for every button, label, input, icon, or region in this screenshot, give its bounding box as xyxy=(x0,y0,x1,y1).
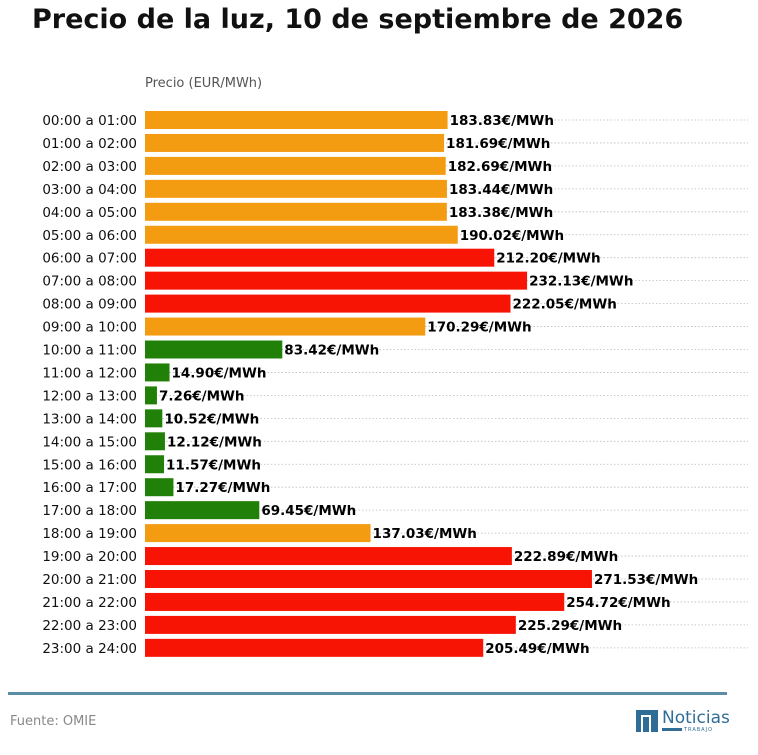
price-bar xyxy=(145,570,592,588)
hour-label: 14:00 a 15:00 xyxy=(42,434,137,450)
hour-label: 12:00 a 13:00 xyxy=(42,388,137,404)
logo-subtitle: TRABAJO xyxy=(684,727,714,733)
price-bar xyxy=(145,271,528,290)
value-label: 7.26€/MWh xyxy=(159,388,245,404)
value-label: 183.44€/MWh xyxy=(449,182,553,198)
price-bar xyxy=(145,248,495,267)
value-label: 232.13€/MWh xyxy=(529,274,633,290)
hour-label: 20:00 a 21:00 xyxy=(42,572,137,588)
price-bar xyxy=(145,363,170,382)
value-label: 183.38€/MWh xyxy=(449,205,553,221)
logo-name: Noticias xyxy=(662,708,730,728)
hour-label: 04:00 a 05:00 xyxy=(42,205,137,221)
hour-label: 09:00 a 10:00 xyxy=(42,320,137,336)
value-label: 222.05€/MWh xyxy=(512,297,616,313)
hour-label: 11:00 a 12:00 xyxy=(42,365,137,381)
hour-label: 07:00 a 08:00 xyxy=(42,274,137,290)
source-note: Fuente: OMIE xyxy=(10,714,97,729)
price-bar xyxy=(145,478,174,497)
value-label: 182.69€/MWh xyxy=(448,159,552,175)
value-label: 190.02€/MWh xyxy=(460,228,564,244)
hour-label: 10:00 a 11:00 xyxy=(42,343,137,359)
price-bar xyxy=(145,294,511,313)
grid-lines xyxy=(145,119,748,649)
price-bar xyxy=(145,409,163,428)
chart-title: Precio de la luz, 10 de septiembre de 20… xyxy=(32,4,684,35)
hour-label: 17:00 a 18:00 xyxy=(42,503,137,519)
price-bar xyxy=(145,524,371,543)
value-label: 254.72€/MWh xyxy=(566,595,670,611)
value-label: 183.83€/MWh xyxy=(450,113,554,129)
bars xyxy=(145,111,592,657)
hour-label: 23:00 a 24:00 xyxy=(42,641,137,657)
value-label: 271.53€/MWh xyxy=(594,572,698,588)
value-label: 137.03€/MWh xyxy=(373,526,477,542)
hour-label: 06:00 a 07:00 xyxy=(42,251,137,267)
value-label: 12.12€/MWh xyxy=(167,434,262,450)
hour-label: 15:00 a 16:00 xyxy=(42,457,137,473)
value-label: 212.20€/MWh xyxy=(496,251,600,267)
price-bar xyxy=(145,111,448,129)
value-label: 222.89€/MWh xyxy=(514,549,618,565)
value-label: 17.27€/MWh xyxy=(175,480,270,496)
price-bar xyxy=(145,340,283,359)
price-bar xyxy=(145,179,447,198)
value-label: 170.29€/MWh xyxy=(427,320,531,336)
value-label: 14.90€/MWh xyxy=(172,365,267,381)
logo-underline xyxy=(662,728,682,731)
price-bar xyxy=(145,225,458,244)
hour-label: 05:00 a 06:00 xyxy=(42,228,137,244)
value-label: 83.42€/MWh xyxy=(284,343,379,359)
hour-label: 08:00 a 09:00 xyxy=(42,297,137,313)
value-label: 181.69€/MWh xyxy=(446,136,550,152)
price-bar xyxy=(145,317,426,336)
price-bar xyxy=(145,455,165,474)
hour-label: 03:00 a 04:00 xyxy=(42,182,137,198)
logo-icon xyxy=(636,710,658,732)
hour-label: 18:00 a 19:00 xyxy=(42,526,137,542)
value-label: 69.45€/MWh xyxy=(261,503,356,519)
value-label: 10.52€/MWh xyxy=(164,411,259,427)
price-bar xyxy=(145,133,445,152)
price-bar xyxy=(145,501,260,520)
price-bar xyxy=(145,386,157,405)
hour-label: 19:00 a 20:00 xyxy=(42,549,137,565)
price-bar xyxy=(145,592,565,611)
hour-label: 22:00 a 23:00 xyxy=(42,618,137,634)
hour-label: 21:00 a 22:00 xyxy=(42,595,137,611)
labels: 00:00 a 01:00 183.83€/MWh 01:00 a 02:00 181… xyxy=(42,113,698,657)
price-bar xyxy=(145,547,512,566)
hour-label: 02:00 a 03:00 xyxy=(42,159,137,175)
price-bar xyxy=(145,156,446,175)
hour-label: 13:00 a 14:00 xyxy=(42,411,137,427)
value-label: 11.57€/MWh xyxy=(166,457,261,473)
hour-label: 00:00 a 01:00 xyxy=(42,113,137,129)
price-bar xyxy=(145,638,484,657)
price-bar xyxy=(145,615,516,634)
footer-divider xyxy=(8,692,727,695)
price-bar-chart: Precio (EUR/MWh) 00:00 a 01:00 183.83€/MW… xyxy=(42,76,748,657)
axis-title: Precio (EUR/MWh) xyxy=(145,76,262,91)
hour-label: 01:00 a 02:00 xyxy=(42,136,137,152)
hour-label: 16:00 a 17:00 xyxy=(42,480,137,496)
price-bar xyxy=(145,202,447,221)
price-bar xyxy=(145,432,165,451)
value-label: 205.49€/MWh xyxy=(485,641,589,657)
value-label: 225.29€/MWh xyxy=(518,618,622,634)
